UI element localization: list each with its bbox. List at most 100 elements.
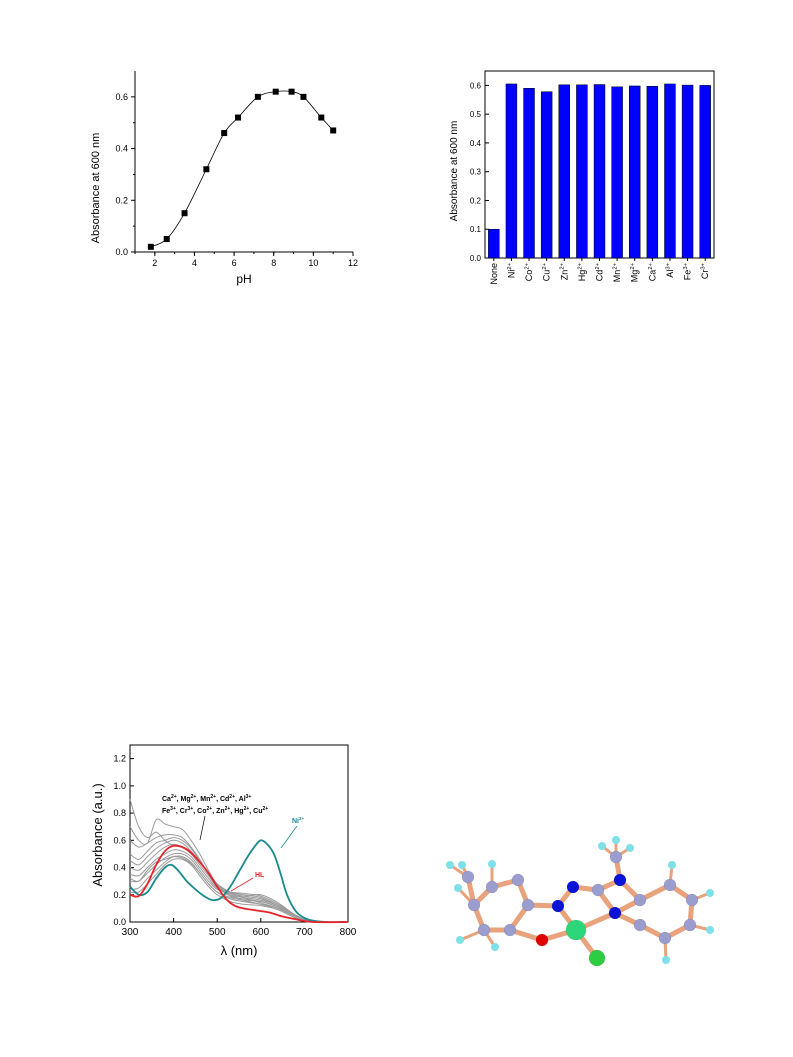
ph-data-point — [147, 243, 154, 250]
nitrogen-atom — [613, 873, 627, 887]
hydrogen-atom — [488, 860, 496, 868]
ph-data-point — [318, 114, 325, 121]
uv-axes: 300 400 500 600 700 800 0.0 0.2 0.4 0.6 0.8 1.0 1.2 — [113, 744, 357, 938]
bar-al — [664, 83, 676, 259]
uv-metals-label-line1: Ca2+, Mg2+, Mn2+, Cd2+, Al3+ — [162, 794, 251, 803]
bar-y-tick-label: 0.3 — [470, 168, 482, 177]
nitrogen-atom — [608, 906, 622, 920]
ph-data-point — [272, 88, 279, 95]
uv-x-tick-label: 800 — [340, 927, 357, 938]
bar-category-label: Co2+ — [524, 262, 534, 281]
uv-y-tick-label: 0.8 — [113, 808, 126, 818]
bar-category-label: Cd2+ — [595, 262, 605, 281]
bar-fe — [681, 84, 694, 259]
bar-mn — [611, 86, 623, 259]
ph-data-point — [181, 210, 188, 217]
bar-category-label: Zn2+ — [559, 262, 569, 280]
carbon-atom — [591, 883, 605, 897]
bar-mg — [629, 85, 641, 259]
uv-series-metal — [129, 849, 349, 923]
nitrogen-atom — [566, 880, 580, 894]
carbon-atom — [485, 880, 499, 894]
bar-none — [488, 228, 500, 259]
ph-data-points — [147, 88, 337, 250]
ph-data-point — [330, 127, 337, 134]
carbon-atom — [633, 918, 647, 932]
uv-x-axis-label: λ (nm) — [221, 943, 258, 958]
bar-y-tick-label: 0.1 — [470, 225, 482, 234]
carbon-atom — [461, 870, 475, 884]
nickel-atom — [565, 919, 587, 941]
uv-series-metal — [129, 856, 349, 923]
ph-data-point — [221, 130, 228, 137]
bar-category-label: Mg2+ — [630, 262, 640, 282]
uv-x-tick-label: 500 — [209, 927, 226, 938]
bar-cd — [593, 84, 606, 259]
uv-y-tick-label: 0.0 — [113, 917, 126, 927]
hydrogen-atom — [491, 943, 499, 951]
uv-metals-pointer — [199, 815, 206, 841]
uv-y-tick-label: 1.0 — [113, 781, 126, 791]
ph-y-axis-label: Absorbance at 600 nm — [90, 133, 102, 244]
uv-series-hl — [129, 844, 349, 924]
bar-series — [488, 83, 711, 259]
bar-y-tick-label: 0.2 — [470, 196, 482, 205]
bar-category-label: Al3+ — [665, 262, 675, 277]
ph-y-tick-label: 0.4 — [115, 144, 128, 154]
carbon-atom — [685, 893, 699, 907]
ph-y-tick-label: 0.6 — [115, 92, 128, 102]
carbon-atom — [633, 893, 647, 907]
ph-x-tick-label: 10 — [308, 258, 318, 268]
uv-x-tick-label: 300 — [122, 927, 139, 938]
bar-category-label: Ca2+ — [647, 262, 657, 281]
hydrogen-atom — [612, 836, 620, 844]
bar-hg — [576, 84, 588, 259]
uv-metals-label-line2: Fe3+, Cr3+, Co2+, Zn2+, Hg2+, Cu2+ — [162, 806, 268, 815]
bar-category-label: Hg2+ — [577, 262, 587, 281]
hydrogen-atom — [598, 842, 606, 850]
uv-plot-frame — [129, 744, 349, 923]
uv-hl-pointer — [230, 877, 254, 892]
ph-data-point — [254, 93, 261, 100]
hydrogen-atom — [662, 956, 670, 964]
hydrogen-atom — [668, 861, 676, 869]
uv-vis-spectra-chart: 300 400 500 600 700 8000.00.20.40.60.81.01.2 … — [90, 744, 357, 958]
bar-y-tick-label: 0.4 — [470, 139, 482, 148]
carbon-atom — [521, 898, 535, 912]
carbon-atom — [511, 873, 525, 887]
ph-data-point — [163, 236, 170, 243]
ph-x-tick-label: 12 — [348, 258, 358, 268]
ph-x-axis-label: pH — [236, 272, 251, 286]
carbon-atom — [477, 923, 491, 937]
uv-ni-label: Ni2+ — [292, 816, 305, 825]
carbon-atom — [683, 918, 697, 932]
bar-y-tick-label: 0.6 — [470, 81, 482, 90]
bar-y-tick-label: 0.0 — [470, 254, 482, 263]
ph-x-tick-label: 2 — [152, 258, 157, 268]
uv-hl-label: HL — [255, 872, 265, 879]
chlorine-atom — [588, 949, 606, 967]
uv-series-metal — [129, 837, 349, 923]
bar-ni — [505, 83, 518, 259]
hydrogen-atom — [446, 861, 454, 869]
uv-x-tick-label: 600 — [252, 927, 269, 938]
bar-category-label: Cr3+ — [700, 262, 710, 279]
ph-y-tick-label: 0.2 — [115, 195, 128, 205]
uv-x-tick-label: 400 — [165, 927, 182, 938]
hydrogen-atom — [456, 936, 464, 944]
molecule-bonds — [449, 840, 711, 961]
bar-co — [523, 88, 535, 259]
carbon-atom — [503, 923, 517, 937]
uv-series-metal — [129, 834, 349, 923]
uv-ni-pointer — [280, 825, 298, 849]
uv-y-tick-label: 0.2 — [113, 890, 126, 900]
bar-category-label: Cu2+ — [542, 262, 552, 281]
bar-cu — [540, 91, 553, 259]
uv-y-tick-label: 0.4 — [113, 863, 126, 873]
ph-data-point — [203, 166, 210, 173]
nitrogen-atom — [551, 899, 565, 913]
molecular-structure-image — [446, 836, 714, 967]
ph-data-point — [288, 88, 295, 95]
bar-cr — [699, 85, 711, 259]
ph-x-tick-label: 8 — [271, 258, 276, 268]
